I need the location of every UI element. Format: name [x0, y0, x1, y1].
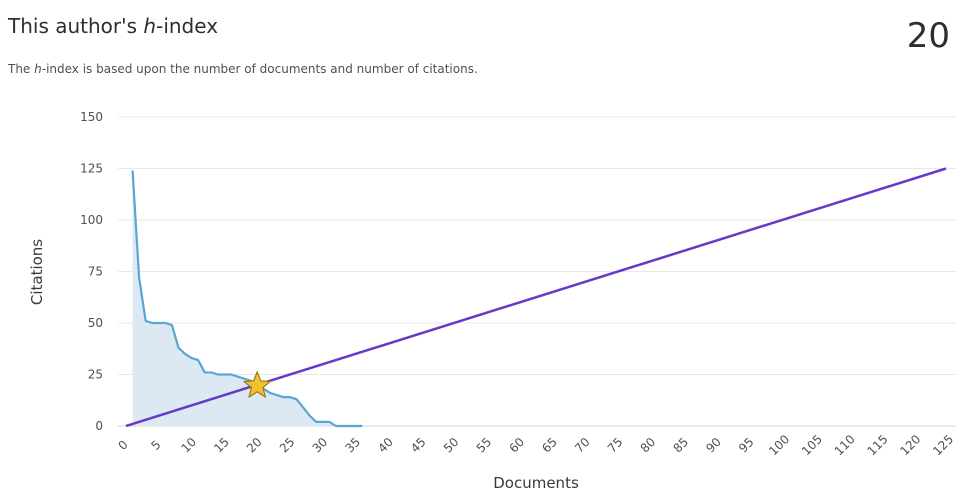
x-tick-label: 100: [766, 432, 792, 458]
x-tick-label: 110: [832, 432, 858, 458]
y-tick-label: 125: [80, 162, 103, 176]
y-tick-label: 100: [80, 213, 103, 227]
x-tick-label: 65: [539, 435, 560, 456]
x-tick-label: 45: [408, 435, 429, 456]
x-tick-label: 80: [638, 435, 659, 456]
citations-line: [131, 170, 363, 428]
y-axis-ticks: 0 25 50 75 100 125 150: [80, 110, 103, 433]
y-axis-label: Citations: [28, 239, 46, 305]
subtitle-suffix: -index is based upon the number of docum…: [41, 62, 478, 76]
x-tick-label: 55: [474, 435, 495, 456]
x-tick-label: 30: [310, 435, 331, 456]
x-tick-label: 20: [244, 435, 265, 456]
y-tick-label: 0: [95, 419, 103, 433]
x-tick-label: 0: [116, 438, 131, 453]
x-tick-label: 115: [865, 432, 891, 458]
x-tick-label: 85: [670, 435, 691, 456]
x-tick-label: 95: [736, 435, 757, 456]
y-tick-label: 75: [88, 265, 103, 279]
citations-area: [132, 170, 363, 426]
y-tick-label: 25: [88, 368, 103, 382]
x-tick-label: 105: [799, 432, 825, 458]
x-tick-label: 60: [506, 435, 527, 456]
chart-subtitle: The h-index is based upon the number of …: [8, 62, 478, 76]
subtitle-prefix: The: [8, 62, 35, 76]
x-tick-label: 5: [148, 438, 163, 453]
title-suffix: -index: [156, 14, 219, 38]
h-index-value: 20: [906, 16, 950, 56]
y-tick-label: 150: [80, 110, 103, 124]
h-index-star-marker: [243, 371, 272, 398]
h-index-line: [125, 167, 947, 428]
x-axis-ticks: 0 5 10 15 20 25 30 35 40 45 50 55 60 65 70 75 80 85 90 95 10…: [116, 432, 957, 458]
x-tick-label: 15: [211, 435, 232, 456]
x-axis-label: Documents: [493, 474, 579, 492]
x-tick-label: 25: [277, 435, 298, 456]
chart-title: This author's h-index: [8, 14, 218, 38]
y-tick-label: 50: [88, 316, 103, 330]
x-tick-label: 120: [897, 432, 923, 458]
title-prefix: This author's: [8, 14, 144, 38]
title-h-italic: h: [143, 14, 157, 38]
x-tick-label: 50: [441, 435, 462, 456]
x-tick-label: 70: [572, 435, 593, 456]
x-tick-label: 10: [178, 435, 199, 456]
x-tick-label: 90: [703, 435, 724, 456]
subtitle-h-italic: h: [34, 62, 42, 76]
x-tick-label: 125: [930, 432, 956, 458]
x-tick-label: 35: [342, 435, 363, 456]
x-tick-label: 75: [605, 435, 626, 456]
x-tick-label: 40: [375, 435, 396, 456]
